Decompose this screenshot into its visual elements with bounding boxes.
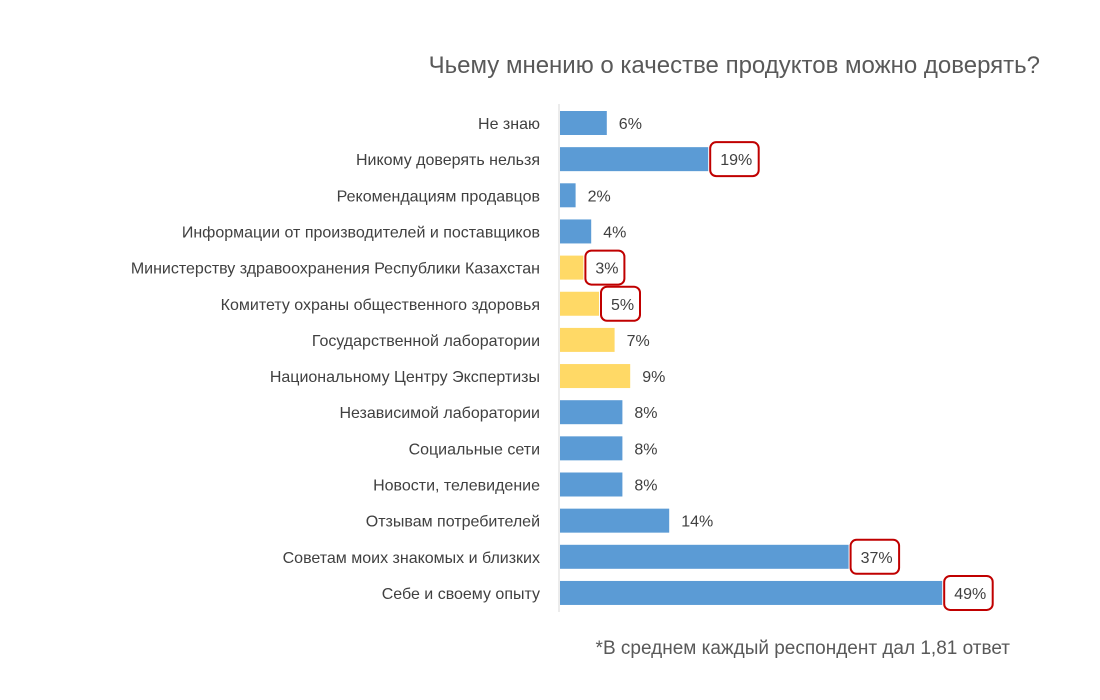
category-label: Советам моих знакомых и близких — [283, 550, 540, 567]
category-label: Комитету охраны общественного здоровья — [221, 297, 540, 314]
category-label: Никому доверять нельзя — [356, 152, 540, 169]
category-label: Национальному Центру Экспертизы — [270, 369, 540, 386]
data-label: 8% — [634, 405, 657, 422]
highlight-circle — [600, 285, 641, 322]
bar — [560, 111, 607, 135]
chart-footnote: *В среднем каждый респондент дал 1,81 от… — [595, 638, 1010, 659]
data-label: 3% — [595, 261, 618, 278]
category-label: Отзывам потребителей — [366, 514, 540, 531]
bar — [560, 327, 615, 352]
highlight-circle — [584, 249, 626, 286]
bar — [560, 436, 623, 461]
bar — [560, 400, 623, 425]
bar — [560, 147, 709, 172]
data-label: 7% — [627, 333, 650, 350]
highlight-circle — [849, 538, 901, 575]
bar — [560, 219, 592, 244]
data-label: 2% — [588, 188, 611, 205]
data-label: 37% — [861, 550, 893, 567]
data-label: 6% — [619, 116, 642, 133]
bar — [560, 364, 631, 389]
highlight-circle — [943, 574, 994, 611]
highlight-circle — [709, 141, 760, 178]
data-label: 9% — [642, 369, 665, 386]
data-label: 19% — [720, 152, 752, 169]
data-label: 14% — [681, 514, 713, 531]
bar — [560, 544, 849, 569]
category-label: Информации от производителей и поставщик… — [182, 224, 540, 241]
category-label: Государственной лаборатории — [312, 333, 540, 350]
category-label: Социальные сети — [409, 441, 540, 458]
category-label: Себе и своему опыту — [382, 586, 540, 603]
bar — [560, 255, 584, 280]
category-label: Рекомендациям продавцов — [337, 188, 540, 205]
category-label: Министерству здравоохранения Республики … — [131, 261, 540, 278]
bar — [560, 472, 623, 497]
data-label: 5% — [611, 297, 634, 314]
category-label: Новости, телевидение — [373, 478, 540, 495]
chart-title: Чьему мнению о качестве продуктов можно … — [428, 52, 1040, 79]
data-label: 4% — [603, 224, 626, 241]
bar — [560, 183, 576, 208]
category-label: Независимой лаборатории — [339, 405, 540, 422]
data-label: 49% — [954, 586, 986, 603]
bar — [560, 291, 599, 316]
data-label: 8% — [634, 478, 657, 495]
bar — [560, 580, 943, 605]
bar — [560, 508, 670, 533]
data-label: 8% — [634, 441, 657, 458]
category-label: Не знаю — [478, 116, 540, 133]
